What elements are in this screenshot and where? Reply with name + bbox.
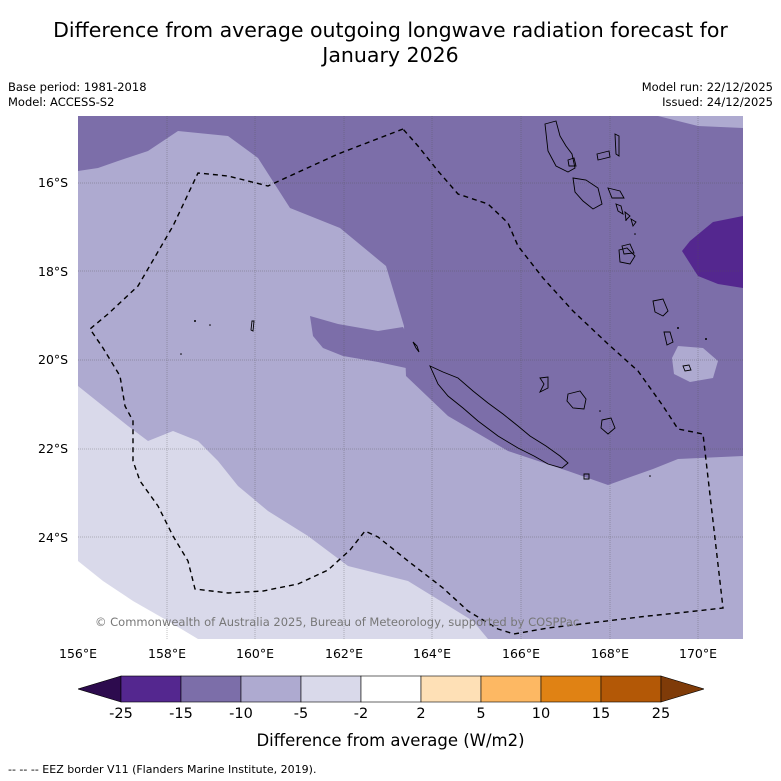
copyright-notice: © Commonwealth of Australia 2025, Bureau… xyxy=(95,615,580,629)
colorbar-bin-15-10 xyxy=(180,675,242,703)
colorbar-bin-5-2 xyxy=(300,675,362,703)
colorbar-title: Difference from average (W/m2) xyxy=(256,731,525,750)
colorbar-tick-2: 2 xyxy=(416,706,426,722)
ambae-island xyxy=(596,150,611,161)
islet-8 xyxy=(625,219,627,221)
colorbar-graphic xyxy=(76,675,706,703)
erromango-island xyxy=(618,247,636,265)
efate-island xyxy=(621,243,635,255)
aneityum-island xyxy=(663,331,674,346)
colorbar-tick-n2: -2 xyxy=(353,706,369,722)
islet-5 xyxy=(705,338,707,340)
lat-label-24s: 24°S xyxy=(38,530,69,545)
title-line-2: January 2026 xyxy=(322,43,459,67)
colorbar-tick-25: 25 xyxy=(651,706,671,722)
islet-3 xyxy=(180,353,182,355)
model-name: Model: ACCESS-S2 xyxy=(8,95,115,109)
anomaly-band-top-right xyxy=(658,116,743,128)
lon-label-168e: 168°E xyxy=(590,646,630,661)
malekula-island xyxy=(572,177,603,210)
colorbar-tick-10: 10 xyxy=(531,706,551,722)
islet-6 xyxy=(649,475,651,477)
anomaly-band-neutral xyxy=(78,561,198,639)
meta-left: Base period: 1981-2018 Model: ACCESS-S2 xyxy=(8,80,147,110)
isle-of-pines xyxy=(583,473,590,480)
espiritu-santo-island xyxy=(544,120,576,173)
lon-label-166e: 166°E xyxy=(501,646,541,661)
anomaly-tongue-15-10 xyxy=(310,316,418,368)
lon-label-156e: 156°E xyxy=(58,646,98,661)
colorbar-bin-2-5 xyxy=(420,675,482,703)
map-panel xyxy=(78,116,743,639)
colorbar-tick-n10: -10 xyxy=(229,706,253,722)
colorbar-tick-n25: -25 xyxy=(109,706,133,722)
lon-label-170e: 170°E xyxy=(678,646,718,661)
olr-anomaly-map xyxy=(78,116,743,639)
mare-island xyxy=(600,417,616,435)
lat-label-20s: 20°S xyxy=(38,352,69,367)
colorbar xyxy=(76,675,706,709)
lat-label-16s: 16°S xyxy=(38,175,69,190)
lon-label-160e: 160°E xyxy=(235,646,275,661)
lifou-island xyxy=(566,390,587,410)
lon-label-162e: 162°E xyxy=(324,646,364,661)
model-run: Model run: 22/12/2025 xyxy=(641,80,773,94)
colorbar-bin-neutral xyxy=(360,675,422,703)
tongoa-island xyxy=(624,210,631,221)
chesterfield-islet xyxy=(250,320,255,332)
meta-right: Model run: 22/12/2025 Issued: 24/12/2025 xyxy=(642,80,773,110)
matthew-island xyxy=(682,364,692,372)
ouvea-island xyxy=(538,376,549,394)
islet-7 xyxy=(599,410,601,412)
eez-legend-footnote: -- -- -- EEZ border V11 (Flanders Marine… xyxy=(8,763,317,776)
eez-border xyxy=(89,128,724,635)
lon-label-164e: 164°E xyxy=(412,646,452,661)
graticule xyxy=(78,116,743,639)
shepherd-islands xyxy=(615,203,624,215)
islet-9 xyxy=(634,233,636,235)
colorbar-bin-10-15 xyxy=(540,675,602,703)
colorbar-extend-low xyxy=(76,675,122,703)
colorbar-tick-15: 15 xyxy=(591,706,611,722)
lat-label-18s: 18°S xyxy=(38,264,69,279)
colorbar-bin-10-5 xyxy=(240,675,302,703)
lon-label-158e: 158°E xyxy=(147,646,187,661)
anomaly-blob-10-5 xyxy=(672,346,718,382)
islet-1 xyxy=(194,320,196,322)
belep-islands xyxy=(412,341,420,353)
malo-island xyxy=(567,157,577,167)
chart-title: Difference from average outgoing longwav… xyxy=(0,18,781,68)
base-period: Base period: 1981-2018 xyxy=(8,80,147,94)
emae-island xyxy=(630,218,637,227)
colorbar-extend-high xyxy=(660,675,706,703)
anomaly-band-25-15 xyxy=(682,216,743,288)
issued-date: Issued: 24/12/2025 xyxy=(662,95,773,109)
title-line-1: Difference from average outgoing longwav… xyxy=(53,18,728,42)
islet-4 xyxy=(677,327,679,329)
colorbar-tick-5: 5 xyxy=(476,706,486,722)
maewo-island xyxy=(614,133,620,157)
new-caledonia-island xyxy=(429,365,569,469)
colorbar-bin-15-25 xyxy=(600,675,662,703)
colorbar-bin-25-15 xyxy=(120,675,182,703)
epi-island xyxy=(607,187,625,199)
colorbar-tick-n15: -15 xyxy=(169,706,193,722)
colorbar-tick-n5: -5 xyxy=(293,706,309,722)
lat-label-22s: 22°S xyxy=(38,441,69,456)
tanna-island xyxy=(652,298,669,317)
colorbar-bin-5-10 xyxy=(480,675,542,703)
islet-2 xyxy=(209,324,211,326)
